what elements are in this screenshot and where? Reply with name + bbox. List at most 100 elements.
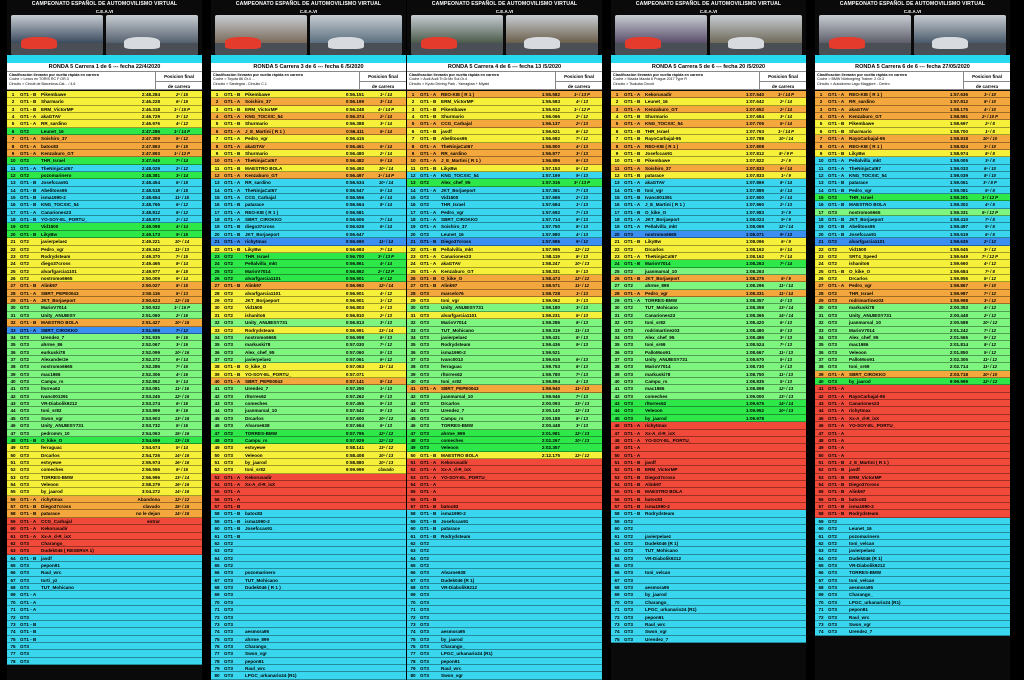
position-cell: 72 — [10, 614, 16, 620]
table-row: 62 GT2 toni_velcan — [815, 539, 1010, 548]
table-row: 18 GT1 - B JKT_Borjaeport 1:59.410 7º / 8 — [815, 216, 1010, 224]
cyan-separator — [211, 55, 406, 63]
table-row: 14 GT1 - A JKT_Borjaeport 1:57.361 7º / 13 — [407, 186, 602, 195]
driver-name — [243, 621, 332, 627]
driver-name: KNG_TOCXIC_54 — [849, 172, 887, 178]
class-cell: GT3 — [20, 312, 29, 318]
table-row: 66 GT3 Raul_wrc — [7, 569, 202, 577]
lap-time: 1:59.410 — [949, 217, 968, 223]
position-cell: 31 — [410, 312, 416, 318]
classification-title: Clasificación llevarán por vuelta rápida… — [817, 73, 907, 77]
final-position: 7º / 13 — [779, 342, 792, 348]
final-position — [366, 209, 406, 215]
driver-name: Canariones23 — [645, 312, 676, 318]
lap-time: 1:56.886 — [541, 158, 560, 164]
position-cell: 9 — [11, 150, 15, 156]
position-cell: 2 — [819, 99, 823, 105]
final-position — [366, 628, 406, 634]
position-cell: 60 — [614, 526, 620, 532]
driver-name — [847, 518, 936, 524]
circuit-info: Circuito > Circuit de Barcelona-Cat... /… — [9, 81, 76, 86]
lap-time: 0:57.071 — [345, 371, 364, 377]
lap-time — [128, 621, 162, 627]
position-cell: 42 — [10, 393, 16, 399]
lap-time — [128, 540, 162, 546]
driver-name: Drcarlos — [41, 452, 60, 458]
final-position: 10º / 16 — [174, 349, 190, 355]
position-cell: 16 — [410, 202, 416, 208]
table-row: 32 GT3 juanmarsal_10 2:00.588 10º / 12 — [815, 319, 1010, 327]
final-position — [970, 488, 1010, 494]
table-row: 40 GT3 toni_sr82 1:59.894 4º / 13 — [407, 378, 602, 386]
final-position — [562, 481, 602, 487]
class-cell: GT1 - B — [224, 371, 241, 377]
final-position — [970, 481, 1010, 487]
table-row: 73 GT3 — [211, 620, 406, 629]
final-position — [562, 510, 602, 516]
class-cell: GT1 - A — [224, 158, 241, 164]
final-position: 8º / 13 — [575, 253, 588, 259]
driver-name: ahrme_899 — [645, 283, 670, 289]
lap-time: 2:46.318 — [141, 106, 160, 112]
table-row: 7 GT1 - B RayoCarbajal-95 1:07.788 10º / 14 — [611, 135, 806, 143]
driver-name: Alink97 — [849, 489, 866, 495]
lap-time — [128, 547, 162, 553]
driver-name — [439, 562, 528, 568]
position-cell: 24 — [818, 261, 824, 267]
final-position: 1º / 13 P — [574, 92, 590, 97]
class-cell: GT3 — [624, 408, 633, 414]
lap-time: 1:08.898 — [745, 386, 764, 392]
driver-name: YO-SOY-EL_PORTU_ — [441, 474, 488, 480]
driver-name: Drcarlos — [245, 415, 264, 421]
final-position: 8º / 13 — [575, 334, 588, 340]
table-row: 33 GT3 TUT_Mohicano 1:59.319 11º / 13 — [407, 326, 602, 334]
position-cell: 47 — [614, 430, 620, 436]
driver-name: RR_sardino — [441, 150, 467, 156]
position-cell: 75 — [214, 636, 220, 642]
class-cell: GT3 — [20, 371, 29, 377]
final-position: 2º / 14 — [779, 106, 792, 112]
position-cell: 58 — [214, 511, 220, 517]
driver-name — [439, 496, 528, 502]
final-position: 3º / 12 — [983, 298, 996, 304]
final-position: 6º / 12 — [575, 128, 588, 134]
table-row: 34 GT3 javierpelaez 1:59.431 8º / 13 — [407, 333, 602, 342]
race-photos — [815, 15, 1010, 55]
lap-time — [528, 474, 562, 480]
position-cell: 39 — [10, 371, 16, 377]
class-cell: GT3 — [20, 577, 29, 583]
class-cell: GT3 — [420, 401, 429, 407]
driver-name: Charango_ — [41, 540, 65, 546]
driver-name: nostromo6665 — [245, 334, 277, 340]
driver-name: THR_Israel — [245, 253, 270, 259]
driver-name: alvarfgarcia1101 — [441, 312, 477, 318]
lap-time: 2:49.977 — [141, 268, 160, 274]
lap-time: 2:01.565 — [949, 334, 968, 340]
driver-name: batoc83 — [245, 511, 263, 517]
lap-time: 1:57.636 — [949, 92, 968, 97]
position-cell: 41 — [10, 386, 16, 392]
lap-time: 2:53.903 — [141, 415, 160, 421]
position-cell: 72 — [410, 614, 416, 620]
class-cell: GT2 — [20, 275, 29, 281]
position-cell: 12 — [10, 172, 16, 178]
driver-name: Urendez_7 — [645, 636, 669, 642]
final-position — [970, 555, 1010, 561]
class-cell: GT3 — [420, 621, 429, 627]
position-cell: 71 — [410, 607, 416, 613]
table-row: 42 GT3 comeches 1:09.000 13º / 13 — [611, 392, 806, 401]
lap-time: 1:59.645 — [949, 246, 968, 252]
table-row: 26 GT1 - B O_kike_O 1:58.473 12º / 12 — [407, 274, 602, 283]
final-position — [562, 496, 602, 502]
table-row: 20 GT1 - B LikyBw 2:49.173 9º / 15 — [7, 230, 202, 239]
class-cell: GT3 — [828, 570, 837, 576]
driver-name — [643, 452, 732, 458]
driver-name: Sharmario — [849, 128, 872, 134]
driver-name: diego37cross — [41, 261, 71, 267]
lap-time — [936, 547, 970, 553]
class-cell: GT1 - A — [624, 298, 641, 304]
position-cell: 35 — [410, 342, 416, 348]
lap-time — [332, 496, 366, 502]
driver-name: toni_sr82 — [245, 467, 266, 473]
